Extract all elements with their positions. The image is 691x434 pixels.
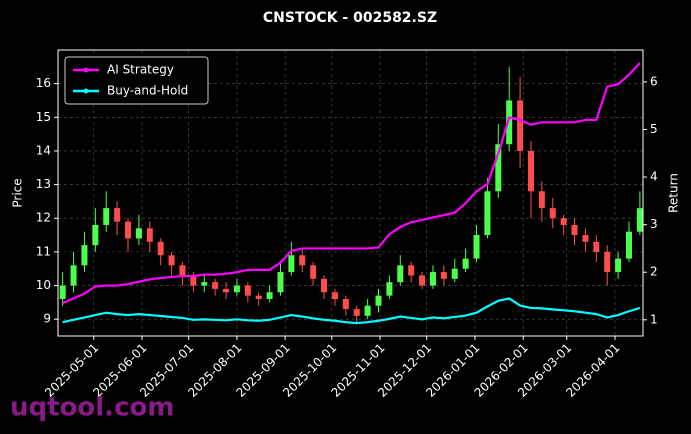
candle-body <box>201 282 208 286</box>
y-tick-label: 10 <box>36 278 51 292</box>
y-tick-label: 12 <box>36 211 51 225</box>
candle-body <box>375 295 382 306</box>
candle-body <box>81 245 88 266</box>
candle-body <box>560 218 567 225</box>
candle-body <box>636 208 643 232</box>
candle-body <box>527 150 534 192</box>
y-tick-label: 14 <box>36 143 51 157</box>
candle-body <box>103 208 110 225</box>
y2-tick-label: 5 <box>650 122 658 136</box>
candle-body <box>135 228 142 239</box>
y-tick-label: 13 <box>36 177 51 191</box>
y-tick-label: 11 <box>36 244 51 258</box>
candle-body <box>408 265 415 276</box>
series-line <box>62 62 641 305</box>
y2-tick-label: 1 <box>650 312 658 326</box>
candle-body <box>429 272 436 286</box>
legend-label: Buy-and-Hold <box>107 84 188 98</box>
y-tick-label: 16 <box>36 76 51 90</box>
candle-body <box>462 258 469 269</box>
chart-title: CNSTOCK - 002582.SZ <box>263 10 437 26</box>
y2-tick-label: 2 <box>650 265 658 279</box>
candle-body <box>364 305 371 316</box>
candle-body <box>168 255 175 266</box>
candle-body <box>244 285 251 296</box>
y2-tick-label: 6 <box>650 74 658 88</box>
candle-body <box>353 309 360 316</box>
candle-body <box>223 288 230 293</box>
y-axis-label: Price <box>11 178 25 207</box>
candle-body <box>604 251 611 273</box>
candle-body <box>190 275 197 286</box>
candle-body <box>538 191 545 209</box>
candle-body <box>386 282 393 296</box>
candle-body <box>157 241 164 256</box>
candle-body <box>473 235 480 259</box>
candle-body <box>212 282 219 289</box>
candle-body <box>59 285 66 299</box>
candle-body <box>342 298 349 310</box>
candle-body <box>179 265 186 276</box>
candle-body <box>495 144 502 192</box>
candle-body <box>440 272 447 279</box>
candle-body <box>114 208 121 222</box>
candle-body <box>70 265 77 286</box>
candle-body <box>299 255 306 266</box>
candle-body <box>549 208 556 219</box>
watermark: uqtool.com <box>10 393 174 423</box>
y-tick-label: 9 <box>43 312 51 326</box>
y-tick-label: 15 <box>36 110 51 124</box>
candle-body <box>233 285 240 293</box>
candle-body <box>266 292 273 299</box>
candle-body <box>582 235 589 242</box>
candle-body <box>310 265 317 279</box>
candle-body <box>146 228 153 242</box>
candle-body <box>451 268 458 279</box>
candle-body <box>419 275 426 286</box>
candle-body <box>593 241 600 252</box>
plot-frame <box>57 49 644 337</box>
candle-body <box>288 255 295 273</box>
y2-tick-label: 3 <box>650 217 658 231</box>
series-line <box>62 297 641 325</box>
legend-label: AI Strategy <box>107 63 174 77</box>
candle-body <box>277 272 284 293</box>
candle-body <box>92 224 99 246</box>
y2-axis-label: Return <box>667 173 681 213</box>
candle-body <box>615 258 622 273</box>
candle-body <box>397 265 404 283</box>
legend-box <box>64 56 209 105</box>
legend-marker <box>83 67 89 73</box>
candle-body <box>506 100 513 145</box>
candle-body <box>484 191 491 236</box>
candle-body <box>125 221 132 239</box>
candle-body <box>255 295 262 299</box>
legend-marker <box>83 88 89 94</box>
candle-body <box>321 278 328 293</box>
candle-body <box>625 231 632 259</box>
candle-body <box>517 100 524 151</box>
y2-tick-label: 4 <box>650 170 658 184</box>
candle-body <box>331 292 338 299</box>
candle-body <box>571 224 578 236</box>
